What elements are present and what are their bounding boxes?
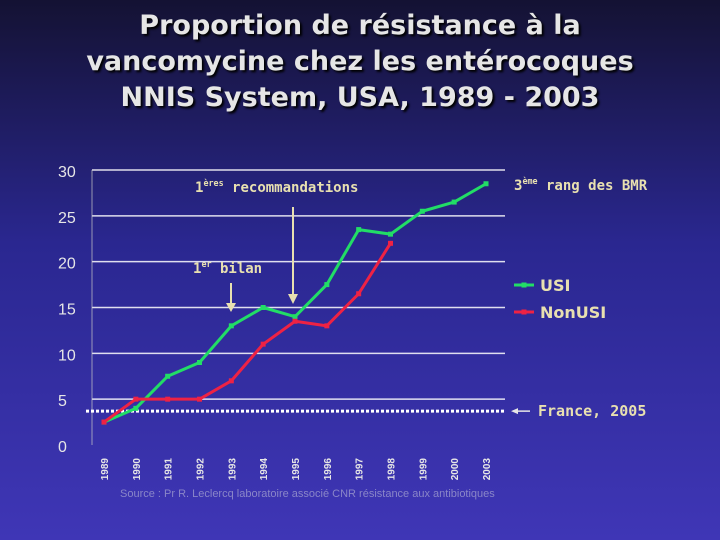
title-line-1: Proportion de résistance à la: [139, 10, 581, 41]
title-line-3: NNIS System, USA, 1989 - 2003: [120, 82, 600, 113]
data-point-nonusi: [197, 396, 202, 402]
annotation-recommandations: 1ères recommandations: [195, 178, 358, 196]
legend-marker: [521, 282, 527, 288]
title-line-2: vancomycine chez les entérocoques: [86, 46, 634, 77]
legend-label: NonUSI: [540, 303, 606, 322]
data-point-nonusi: [292, 318, 298, 324]
data-point-usi: [260, 305, 266, 310]
y-tick-label: 5: [58, 393, 67, 410]
x-tick-label: 1998: [387, 458, 398, 481]
data-point-usi: [388, 231, 393, 237]
legend-marker: [521, 309, 527, 315]
x-tick-label: 2000: [450, 458, 461, 481]
data-point-usi: [133, 405, 139, 411]
data-point-usi: [419, 208, 425, 214]
data-point-nonusi: [228, 378, 234, 384]
data-point-usi: [292, 314, 298, 320]
data-point-usi: [356, 227, 362, 233]
y-tick-label: 15: [58, 302, 76, 319]
data-point-usi: [451, 199, 457, 205]
x-tick-label: 1991: [164, 458, 175, 481]
legend-label: USI: [540, 276, 570, 295]
chart-title: Proportion de résistance à la vancomycin…: [0, 8, 720, 116]
data-point-usi: [165, 373, 171, 379]
data-point-usi: [228, 323, 234, 329]
france-label: France, 2005: [538, 402, 646, 420]
x-tick-label: 1996: [323, 458, 334, 481]
data-point-usi: [324, 282, 330, 288]
source-note: Source : Pr R. Leclercq laboratoire asso…: [120, 488, 495, 500]
y-tick-label: 0: [58, 439, 67, 456]
france-arrow-head: [511, 408, 518, 415]
x-tick-label: 1994: [259, 458, 270, 481]
series-line-usi: [103, 182, 487, 424]
x-tick-label: 1993: [227, 458, 238, 481]
annotation-bilan: 1er bilan: [193, 259, 262, 277]
x-tick-label: 1999: [418, 458, 429, 481]
y-tick-label: 25: [58, 210, 76, 227]
x-tick-label: 1990: [132, 458, 143, 481]
data-point-nonusi: [324, 323, 330, 329]
recommandations-arrow-head: [288, 294, 298, 304]
data-point-nonusi: [388, 240, 393, 246]
data-point-nonusi: [260, 341, 266, 347]
x-tick-label: 1995: [291, 458, 302, 481]
data-point-nonusi: [133, 396, 139, 402]
y-tick-label: 30: [58, 164, 76, 181]
x-tick-label: 1997: [355, 458, 366, 481]
y-tick-label: 10: [58, 347, 76, 364]
data-point-nonusi: [356, 291, 362, 297]
x-tick-label: 2003: [482, 458, 493, 481]
data-point-nonusi: [165, 396, 171, 402]
bilan-arrow-head: [226, 303, 236, 312]
data-point-usi: [197, 360, 202, 365]
y-tick-label: 20: [58, 256, 76, 273]
data-point-nonusi: [101, 419, 107, 425]
annotation-rang-bmr: 3ème rang des BMR: [514, 176, 648, 194]
x-tick-label: 1992: [196, 458, 207, 481]
data-point-usi: [483, 181, 489, 187]
x-tick-label: 1989: [100, 458, 111, 481]
series-line-nonusi: [103, 242, 392, 424]
